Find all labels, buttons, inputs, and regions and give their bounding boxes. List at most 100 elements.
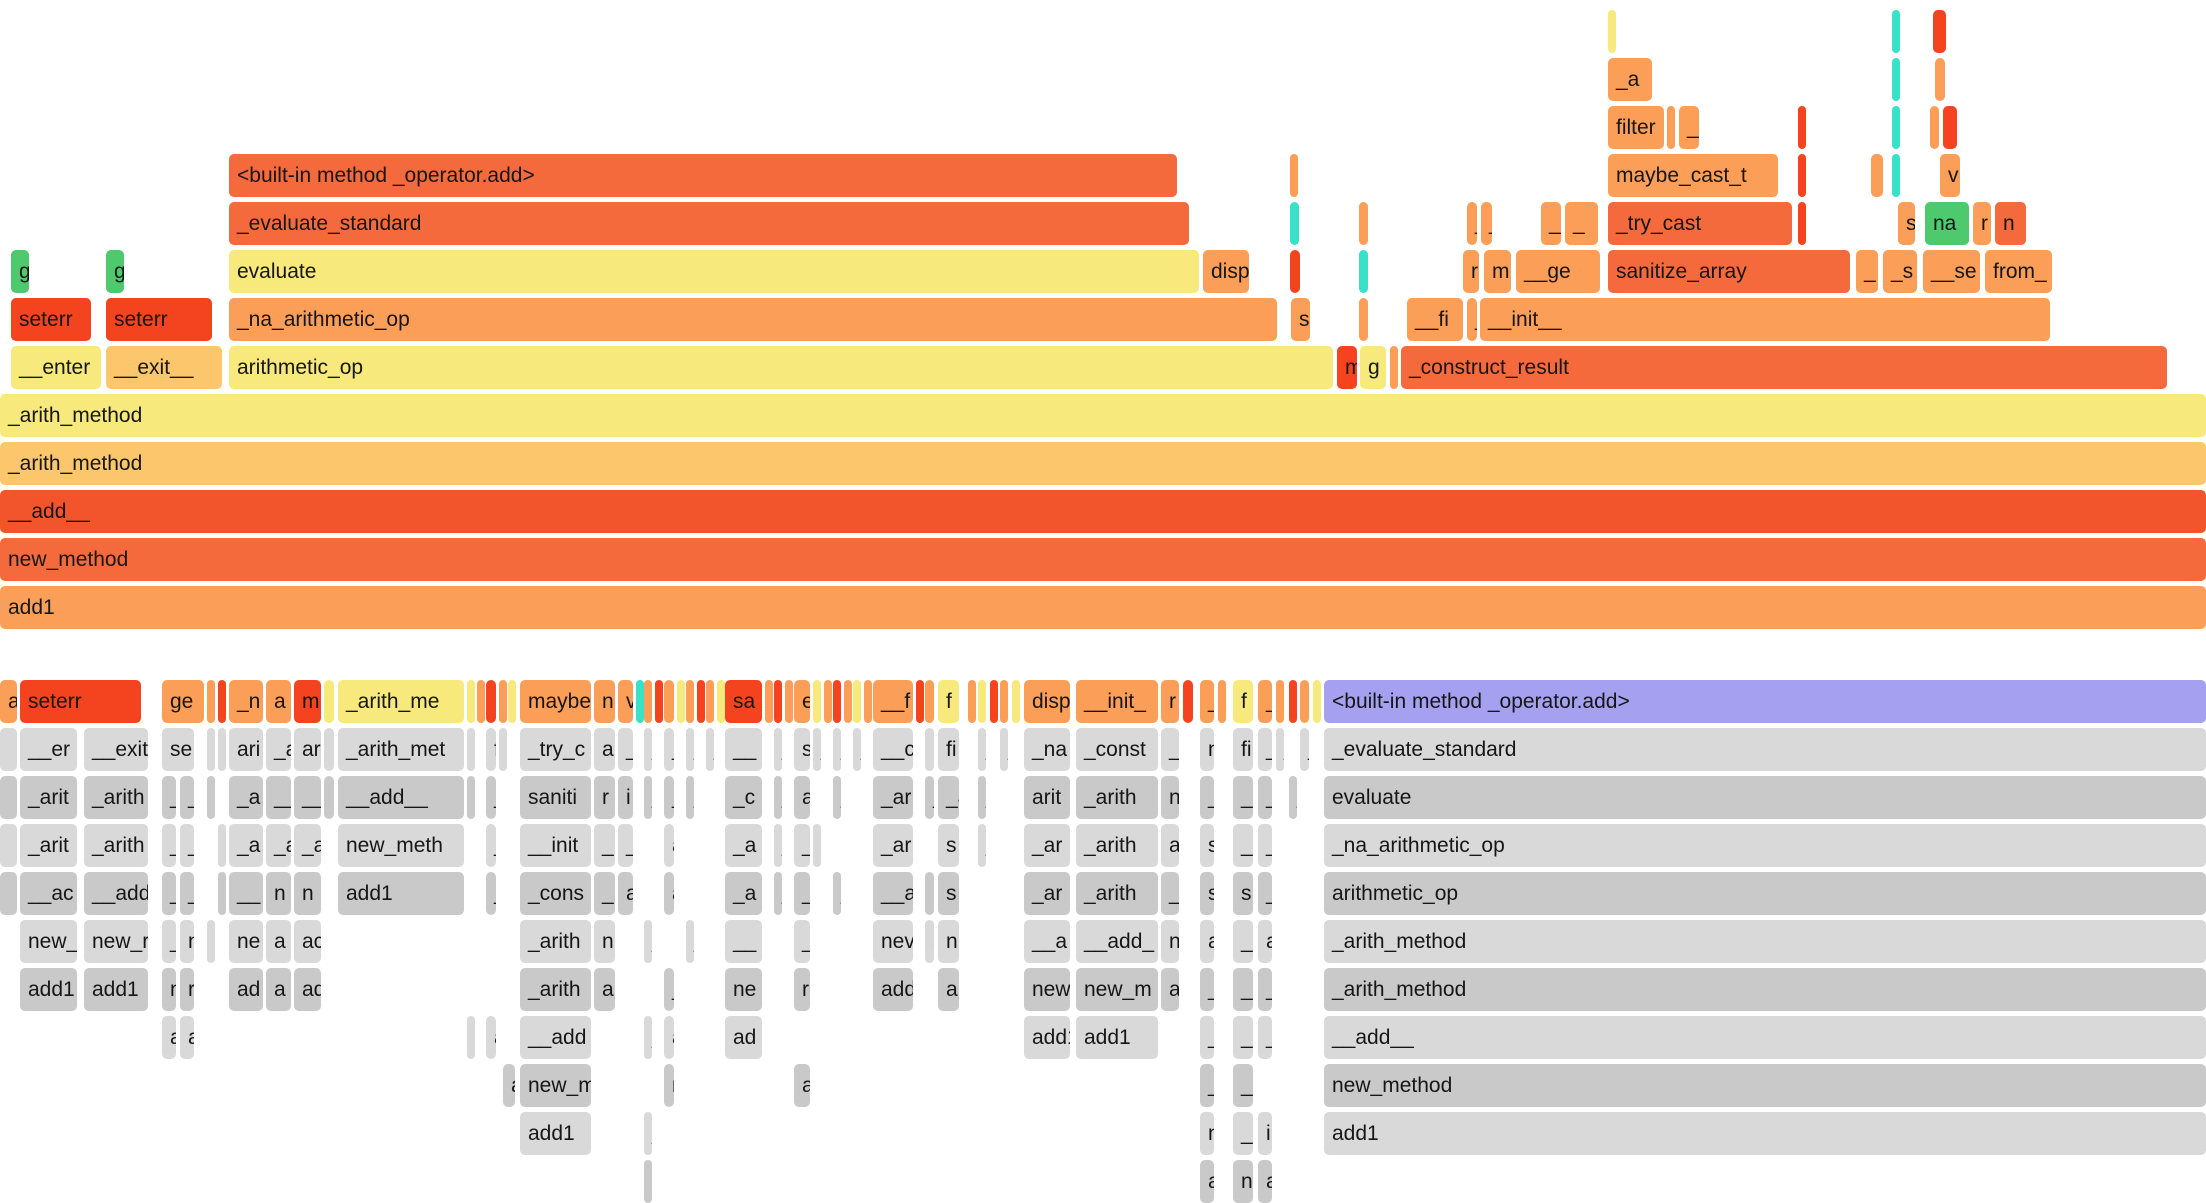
frame[interactable]: __exit bbox=[84, 728, 148, 771]
frame[interactable]: _ bbox=[1233, 920, 1253, 963]
frame[interactable]: _try_cast bbox=[1608, 202, 1792, 245]
frame[interactable]: seterr bbox=[11, 298, 91, 341]
frame[interactable]: a bbox=[1161, 968, 1179, 1011]
frame[interactable]: _a bbox=[294, 824, 321, 867]
frame[interactable] bbox=[1289, 680, 1297, 723]
frame[interactable] bbox=[499, 728, 507, 771]
frame[interactable]: arithmetic_op bbox=[229, 346, 1333, 389]
frame[interactable]: _ bbox=[1200, 968, 1214, 1011]
frame[interactable]: s bbox=[938, 872, 959, 915]
frame[interactable]: add bbox=[873, 968, 913, 1011]
frame[interactable] bbox=[1000, 680, 1008, 723]
frame[interactable]: n bbox=[1233, 1160, 1253, 1203]
frame[interactable] bbox=[1892, 58, 1900, 101]
frame[interactable]: new_m bbox=[520, 1064, 591, 1107]
frame[interactable]: _na_arithmetic_op bbox=[1324, 824, 2206, 867]
frame[interactable]: _ bbox=[686, 776, 694, 819]
frame[interactable]: _ bbox=[1467, 298, 1477, 341]
frame[interactable]: disp bbox=[1024, 680, 1070, 723]
frame[interactable]: add1 bbox=[0, 586, 2206, 629]
frame[interactable]: _ bbox=[794, 872, 810, 915]
frame[interactable]: _ bbox=[644, 1112, 652, 1155]
frame[interactable] bbox=[0, 824, 17, 867]
frame[interactable]: _ bbox=[1289, 776, 1297, 819]
frame[interactable]: _ bbox=[1541, 202, 1561, 245]
frame[interactable]: __er bbox=[20, 728, 77, 771]
frame[interactable]: _a bbox=[1161, 728, 1179, 771]
frame[interactable]: s bbox=[794, 728, 810, 771]
frame[interactable] bbox=[824, 680, 832, 723]
frame[interactable]: v bbox=[618, 680, 633, 723]
frame[interactable]: __ac bbox=[20, 872, 77, 915]
frame[interactable]: i bbox=[618, 776, 633, 819]
frame[interactable]: a bbox=[794, 1064, 810, 1107]
frame[interactable]: arithmetic_op bbox=[1324, 872, 2206, 915]
frame[interactable]: _s bbox=[1883, 250, 1917, 293]
frame[interactable]: ne bbox=[725, 968, 762, 1011]
frame[interactable] bbox=[218, 872, 226, 915]
frame[interactable]: r bbox=[664, 1064, 674, 1107]
frame[interactable]: from_ bbox=[1985, 250, 2052, 293]
frame[interactable] bbox=[1290, 250, 1300, 293]
frame[interactable]: maybe_cast_t bbox=[1608, 154, 1778, 197]
frame[interactable]: _ar bbox=[873, 776, 913, 819]
frame[interactable]: _ bbox=[162, 776, 176, 819]
frame[interactable]: _ bbox=[594, 872, 615, 915]
frame[interactable] bbox=[636, 680, 644, 723]
frame[interactable]: _ bbox=[686, 920, 694, 963]
frame[interactable] bbox=[697, 680, 705, 723]
frame[interactable]: a bbox=[486, 1016, 496, 1059]
frame[interactable] bbox=[644, 1160, 652, 1203]
frame[interactable]: __ bbox=[229, 872, 263, 915]
frame[interactable]: a bbox=[162, 1016, 176, 1059]
frame[interactable]: ge bbox=[162, 680, 204, 723]
frame[interactable] bbox=[1300, 680, 1309, 723]
frame[interactable]: _ bbox=[794, 824, 810, 867]
frame[interactable]: _ bbox=[774, 872, 782, 915]
frame[interactable]: _ bbox=[833, 776, 841, 819]
frame[interactable] bbox=[916, 680, 924, 723]
frame[interactable] bbox=[0, 872, 17, 915]
frame[interactable]: fi bbox=[938, 728, 959, 771]
frame[interactable] bbox=[218, 728, 226, 771]
frame[interactable]: n bbox=[1200, 1112, 1214, 1155]
frame[interactable]: v bbox=[1940, 154, 1960, 197]
frame[interactable]: _ bbox=[1258, 776, 1272, 819]
frame[interactable] bbox=[990, 680, 998, 723]
frame[interactable]: __add bbox=[520, 1016, 591, 1059]
frame[interactable]: a bbox=[503, 1064, 515, 1107]
frame[interactable]: m bbox=[1484, 250, 1511, 293]
frame[interactable]: n bbox=[594, 680, 615, 723]
frame[interactable]: _ bbox=[664, 776, 674, 819]
frame[interactable] bbox=[1798, 106, 1806, 149]
frame[interactable] bbox=[324, 776, 334, 819]
frame[interactable]: a bbox=[1200, 1160, 1214, 1203]
frame[interactable]: _ bbox=[486, 872, 496, 915]
frame[interactable]: saniti bbox=[520, 776, 591, 819]
frame[interactable]: _a bbox=[162, 872, 176, 915]
frame[interactable]: _ bbox=[813, 728, 821, 771]
frame[interactable]: __a bbox=[1024, 920, 1070, 963]
frame[interactable]: _ bbox=[1258, 728, 1272, 771]
frame[interactable]: _ bbox=[833, 728, 841, 771]
frame[interactable]: _a bbox=[229, 824, 263, 867]
frame[interactable]: add1 bbox=[20, 968, 77, 1011]
frame[interactable] bbox=[978, 680, 986, 723]
frame[interactable]: __init bbox=[520, 824, 591, 867]
frame[interactable]: _arith_method bbox=[1324, 968, 2206, 1011]
frame[interactable]: _arith bbox=[84, 824, 148, 867]
frame[interactable] bbox=[467, 776, 475, 819]
frame[interactable]: _a bbox=[725, 872, 762, 915]
frame[interactable]: __add__ bbox=[338, 776, 464, 819]
frame[interactable]: __add__ bbox=[1324, 1016, 2206, 1059]
frame[interactable]: m bbox=[1337, 346, 1357, 389]
frame[interactable]: _const bbox=[1076, 728, 1158, 771]
frame[interactable] bbox=[717, 680, 725, 723]
frame[interactable]: s bbox=[1291, 298, 1310, 341]
frame[interactable]: new_ bbox=[20, 920, 77, 963]
frame[interactable]: _ bbox=[1233, 1112, 1253, 1155]
frame[interactable] bbox=[706, 680, 714, 723]
frame[interactable] bbox=[1183, 680, 1193, 723]
frame[interactable]: new_method bbox=[0, 538, 2206, 581]
frame[interactable]: new bbox=[1024, 968, 1070, 1011]
